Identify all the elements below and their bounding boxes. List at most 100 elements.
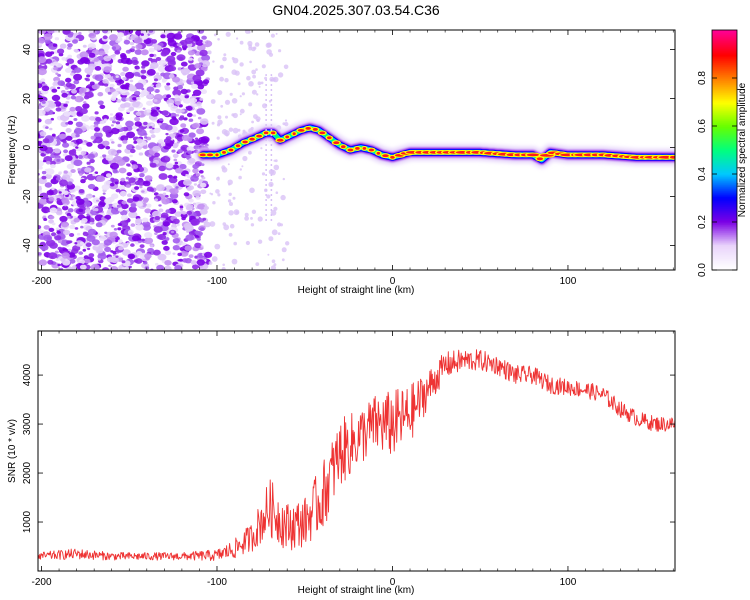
noise-blob (102, 35, 108, 40)
noise-blob (134, 181, 141, 186)
noise-speck (266, 42, 272, 48)
noise-blob (126, 193, 132, 198)
noise-blob (176, 85, 183, 90)
noise-blob (144, 253, 152, 259)
noise-speck (271, 259, 276, 264)
snr-ytick-label: 1000 (22, 510, 33, 533)
noise-speck (222, 222, 227, 226)
noise-blob (188, 185, 194, 190)
noise-blob (200, 182, 207, 188)
noise-blob (103, 66, 112, 73)
noise-blob (61, 221, 69, 228)
colorbar-cell (712, 248, 737, 251)
ridge-core-red (376, 151, 381, 155)
noise-blob (86, 161, 91, 165)
noise-blob (59, 43, 67, 49)
colorbar-cell (712, 142, 737, 145)
noise-blob (48, 227, 55, 232)
noise-blob (132, 101, 140, 108)
noise-blob (168, 73, 175, 79)
noise-blob (46, 209, 51, 213)
ridge-core-red (362, 147, 367, 150)
noise-blob (200, 163, 205, 166)
spectrogram-xtick-label: -100 (207, 276, 227, 287)
noise-blob (87, 247, 91, 251)
noise-blob (38, 90, 42, 94)
noise-speck (239, 168, 242, 171)
noise-blob (104, 231, 108, 234)
noise-speck (239, 40, 244, 45)
colorbar-cell (712, 240, 737, 243)
noise-speck (244, 30, 251, 34)
noise-blob (160, 212, 169, 219)
noise-blob (111, 193, 119, 199)
noise-blob (158, 122, 162, 126)
spectrogram-xtick-label: -200 (32, 276, 52, 287)
noise-blob (110, 207, 121, 215)
noise-blob (71, 148, 77, 153)
noise-blob (107, 91, 112, 95)
noise-speck (228, 127, 234, 132)
noise-speck (273, 164, 280, 171)
noise-blob (99, 156, 103, 159)
noise-speck (209, 221, 216, 227)
noise-blob (115, 255, 119, 258)
colorbar-cell (712, 234, 737, 237)
colorbar-cell (712, 210, 737, 213)
noise-blob (159, 221, 163, 225)
noise-blob (200, 89, 207, 95)
noise-blob (46, 190, 54, 196)
noise-blob (160, 72, 166, 77)
noise-blob (116, 99, 122, 103)
ridge-core-red (270, 131, 276, 135)
noise-blob (38, 56, 47, 64)
noise-blob (111, 141, 115, 144)
noise-blob (61, 92, 68, 98)
ridge-core-red (206, 153, 214, 157)
noise-speck (217, 38, 220, 41)
noise-speck (229, 92, 233, 96)
colorbar-cell (712, 190, 737, 193)
noise-blob (117, 227, 122, 231)
noise-blob (99, 196, 106, 202)
colorbar-strip (712, 30, 737, 271)
noise-blob (85, 242, 92, 247)
noise-blob (52, 43, 58, 47)
colorbar-cell (712, 178, 737, 181)
colorbar-tick-label: 0.2 (697, 215, 708, 229)
noise-blob (66, 215, 71, 219)
colorbar-cell (712, 58, 737, 61)
noise-blob (93, 124, 99, 128)
noise-blob (77, 168, 82, 171)
snr-background (38, 331, 675, 571)
noise-blob (130, 148, 136, 154)
noise-blob (55, 63, 63, 68)
noise-blob (38, 45, 41, 49)
colorbar-cell (712, 148, 737, 151)
noise-blob (81, 218, 88, 223)
noise-blob (70, 72, 75, 76)
noise-blob (190, 260, 197, 265)
noise-speck (229, 202, 233, 206)
noise-blob (129, 154, 133, 158)
spectrogram-ytick-label: 20 (22, 93, 33, 105)
noise-blob (115, 121, 121, 125)
colorbar-cell (712, 104, 737, 107)
noise-blob (88, 253, 95, 258)
noise-speck (251, 46, 256, 52)
noise-blob (66, 58, 75, 64)
noise-blob (102, 192, 106, 195)
noise-speck (257, 239, 263, 244)
noise-blob (105, 154, 114, 161)
ridge-core-red (355, 147, 360, 150)
noise-speck (268, 236, 274, 242)
colorbar-cell (712, 34, 737, 37)
colorbar-cell (712, 236, 737, 239)
noise-speck (278, 49, 282, 53)
noise-blob (120, 214, 129, 221)
noise-blob (117, 32, 125, 38)
colorbar-cell (712, 208, 737, 211)
noise-blob (194, 137, 199, 140)
colorbar-frame (711, 29, 738, 271)
noise-blob (179, 115, 185, 119)
